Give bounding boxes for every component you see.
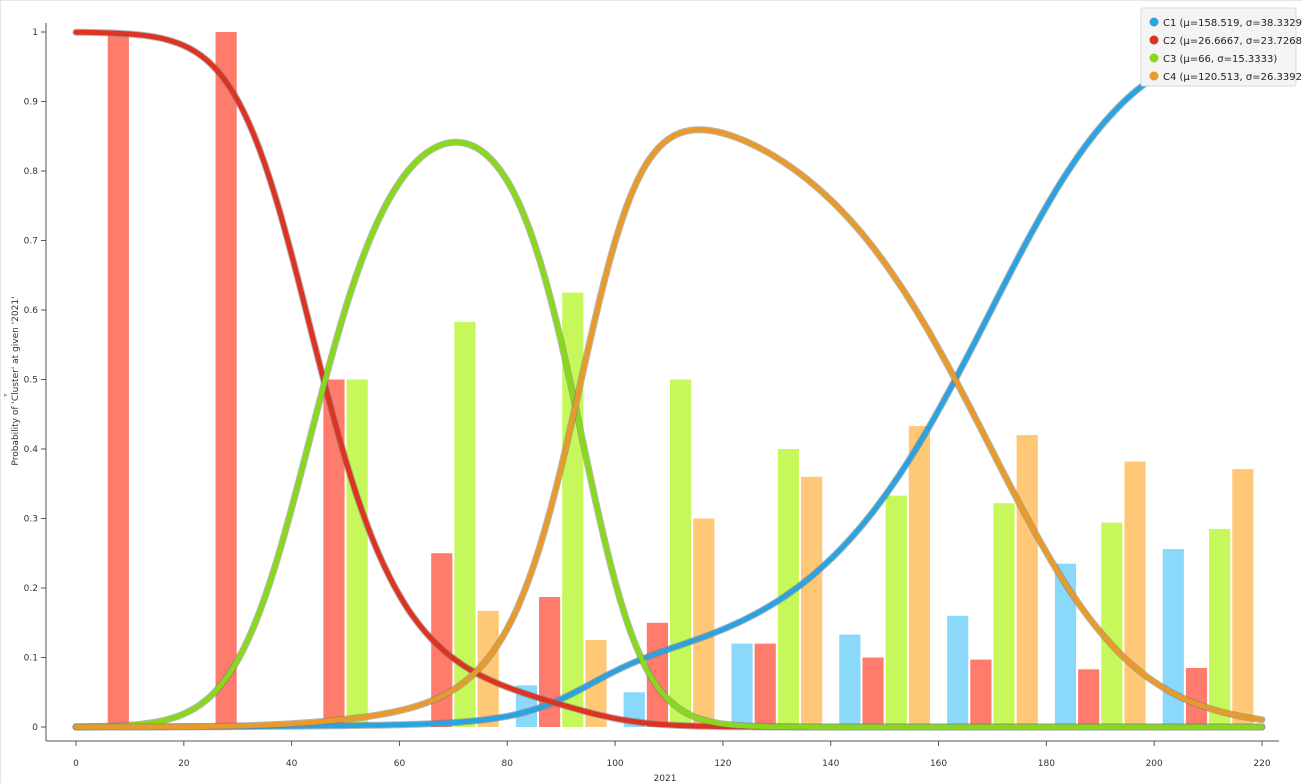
legend-label-4: C4 (μ=120.513, σ=26.3392)	[1163, 72, 1302, 83]
legend-label-2: C2 (μ=26.6667, σ=23.7268)	[1163, 36, 1302, 47]
x-tick-label: 60	[394, 759, 406, 769]
bar-4-bin-7	[801, 477, 822, 727]
bar-3-bin-3	[347, 380, 368, 728]
bar-4-bin-10	[1124, 462, 1145, 727]
bar-4-bin-6	[693, 519, 714, 728]
legend-label-1: C1 (μ=158.519, σ=38.3329)	[1163, 18, 1302, 29]
bar-2-bin-10	[1078, 669, 1099, 727]
y-tick-label: 0.2	[24, 584, 38, 594]
y-axis-title: Probability of 'Cluster' at given '2021'	[11, 296, 21, 465]
y-ticks: 0 0.1 0.2 0.3 0.4 0.5 0.6 0.7 0.8 0.9 1	[24, 28, 46, 733]
bar-3-bin-10	[1101, 523, 1122, 727]
bar-3-bin-6	[670, 380, 691, 728]
bar-4-bin-11	[1232, 469, 1253, 727]
x-tick-label: 200	[1146, 759, 1163, 769]
legend-label-3: C3 (μ=66, σ=15.3333)	[1163, 54, 1277, 65]
y-tick-label: 0.4	[24, 445, 39, 455]
y-tick-label: 0.1	[24, 654, 38, 664]
legend-swatch-3	[1150, 54, 1159, 63]
curve-3	[76, 142, 1262, 727]
y-tick-label: 0.6	[24, 306, 39, 316]
bar-3-bin-11	[1209, 529, 1230, 727]
bar-2-bin-8	[862, 658, 883, 728]
legend-swatch-4	[1150, 72, 1159, 81]
bar-2-bin-7	[755, 644, 776, 727]
x-tick-label: 0	[73, 759, 79, 769]
bar-1-bin-8	[839, 635, 860, 727]
curve-4	[76, 130, 1262, 727]
x-tick-label: 100	[606, 759, 623, 769]
x-tick-label: 40	[286, 759, 298, 769]
x-tick-label: 220	[1253, 759, 1270, 769]
legend-swatch-1	[1150, 18, 1159, 27]
collapse-arrow-icon[interactable]: ▸	[4, 391, 8, 399]
bar-2-bin-9	[970, 660, 991, 727]
legend-swatch-2	[1150, 36, 1159, 45]
x-tick-label: 140	[822, 759, 839, 769]
y-tick-label: 0.8	[24, 167, 39, 177]
bar-3-bin-8	[886, 496, 907, 727]
bar-3-bin-9	[993, 503, 1014, 727]
x-tick-label: 160	[930, 759, 947, 769]
curve-outline-3	[76, 142, 1262, 727]
y-tick-label: 0.5	[24, 376, 38, 386]
bar-4-bin-8	[909, 426, 930, 727]
bar-4-bin-9	[1017, 435, 1038, 727]
x-tick-label: 80	[502, 759, 514, 769]
y-tick-label: 1	[32, 28, 38, 38]
legend: C1 (μ=158.519, σ=38.3329) C2 (μ=26.6667, …	[1141, 8, 1302, 86]
curve-outline-4	[76, 130, 1262, 727]
y-tick-label: 0	[32, 723, 38, 733]
y-tick-label: 0.3	[24, 515, 38, 525]
y-tick-label: 0.7	[24, 237, 38, 247]
curves-layer	[76, 32, 1262, 727]
bar-2-bin-2	[216, 32, 237, 727]
x-ticks: 0 20 40 60 80 100 120 140 160 180 200 220	[73, 741, 1271, 769]
x-tick-label: 20	[178, 759, 190, 769]
bar-1-bin-7	[731, 644, 752, 727]
bar-2-bin-1	[108, 32, 129, 727]
x-tick-label: 180	[1038, 759, 1055, 769]
x-tick-label: 120	[714, 759, 731, 769]
y-tick-label: 0.9	[24, 98, 39, 108]
bar-1-bin-9	[947, 616, 968, 727]
